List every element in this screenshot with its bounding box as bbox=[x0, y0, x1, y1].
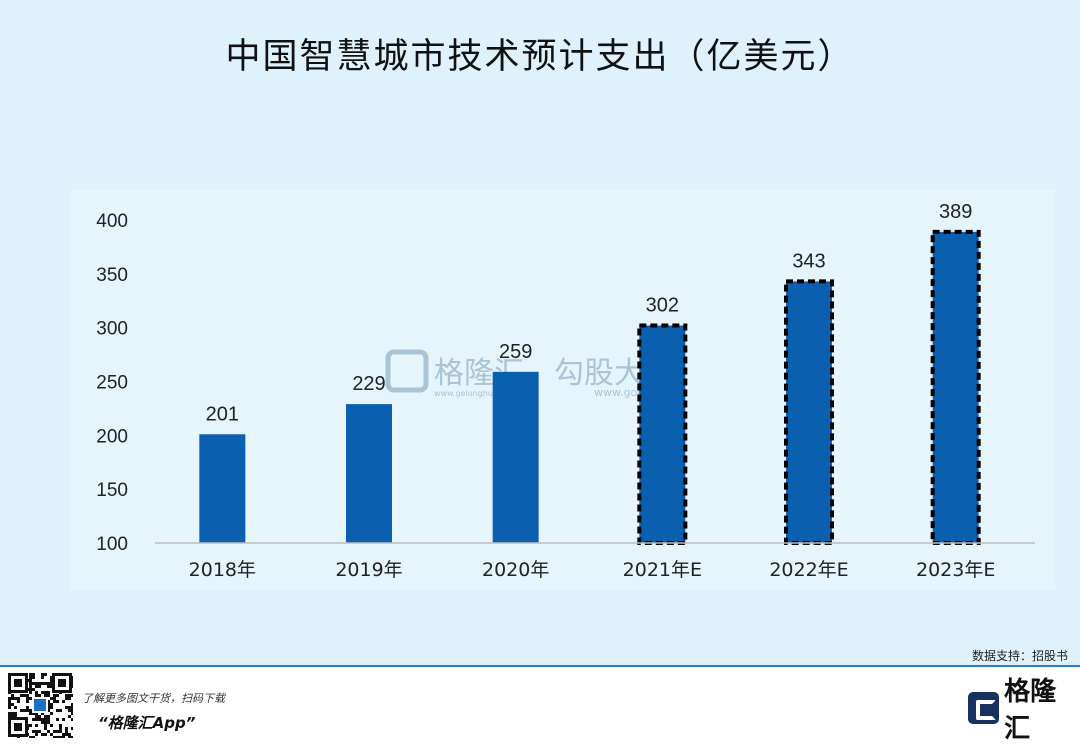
data-label: 201 bbox=[206, 403, 239, 425]
x-tick-label: 2022年E bbox=[769, 559, 848, 581]
chart-title: 中国智慧城市技术预计支出（亿美元） bbox=[225, 37, 855, 77]
chart-panel: 中国智慧城市技术预计支出（亿美元） 格隆汇 www.gelonghui.com … bbox=[0, 0, 1080, 666]
x-tick-label: 2019年 bbox=[335, 559, 402, 581]
bars bbox=[199, 229, 981, 546]
bar bbox=[637, 323, 688, 545]
y-tick-label: 400 bbox=[96, 211, 128, 232]
brand-name: 格隆汇 bbox=[1004, 677, 1057, 744]
y-tick-label: 150 bbox=[96, 480, 128, 501]
y-tick-label: 300 bbox=[96, 319, 128, 340]
bar bbox=[784, 279, 834, 546]
data-label: 343 bbox=[792, 250, 825, 272]
footer-tagline: 了解更多图文干货，扫码下载 bbox=[82, 692, 225, 705]
bar bbox=[492, 371, 539, 543]
data-label: 229 bbox=[352, 373, 385, 395]
source-note: 数据支持：招股书 bbox=[971, 649, 1068, 663]
y-tick-label: 350 bbox=[96, 265, 128, 286]
y-tick-label: 250 bbox=[96, 373, 128, 394]
data-label: 302 bbox=[646, 295, 679, 317]
x-tick-label: 2018年 bbox=[189, 559, 256, 581]
data-labels: 201 229 259 302 343 389 bbox=[206, 201, 973, 425]
footer-app-name: “格隆汇App” bbox=[98, 714, 196, 732]
x-tick-label: 2023年E bbox=[916, 559, 995, 581]
plot-area: 格隆汇 www.gelonghui.com 勾股大 www.gogud 100 1… bbox=[70, 190, 1055, 590]
watermark-url: www.gelonghui.com bbox=[434, 389, 515, 398]
qr-code-icon[interactable] bbox=[7, 672, 73, 738]
footer-divider bbox=[0, 665, 1080, 667]
y-axis: 100 150 200 250 300 350 400 bbox=[96, 211, 128, 555]
brand-logo-icon bbox=[968, 692, 1000, 724]
watermark-logo-icon bbox=[385, 349, 429, 393]
y-tick-label: 100 bbox=[96, 534, 128, 555]
x-axis: 2018年 2019年 2020年 2021年E 2022年E 2023年E bbox=[189, 559, 996, 581]
data-label: 259 bbox=[499, 341, 532, 363]
bar bbox=[199, 434, 246, 543]
watermark-text-2: 勾股大 bbox=[554, 356, 644, 391]
data-label: 389 bbox=[939, 201, 972, 223]
brand-logo: 格隆汇 bbox=[968, 677, 1080, 744]
bar bbox=[346, 404, 392, 543]
x-tick-label: 2021年E bbox=[623, 559, 702, 581]
y-tick-label: 200 bbox=[96, 426, 128, 447]
bar bbox=[930, 229, 981, 546]
x-tick-label: 2020年 bbox=[482, 559, 549, 581]
bar-chart: 格隆汇 www.gelonghui.com 勾股大 www.gogud 1001… bbox=[96, 201, 1035, 581]
